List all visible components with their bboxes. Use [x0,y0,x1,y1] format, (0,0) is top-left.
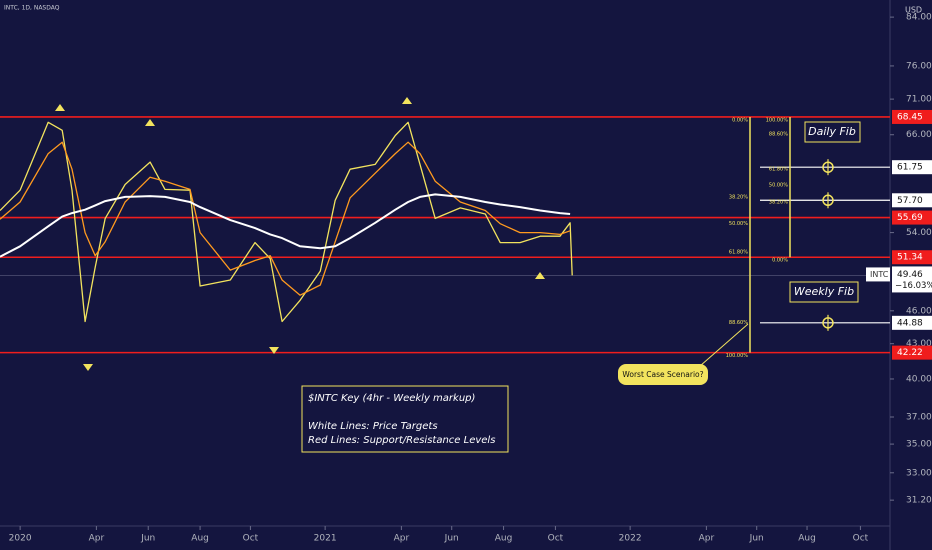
fib-label: 0.00% [732,117,748,123]
level-price-label: 57.70 [897,196,923,206]
pivot-low [83,364,93,371]
fib-label: 61.80% [729,249,748,255]
x-tick-label: Apr [394,534,410,544]
y-tick-label: 37.00 [906,412,932,422]
last-price-box [892,266,932,293]
x-tick-label: Apr [699,534,715,544]
level-price-label: 55.69 [897,213,923,223]
currency: USD [905,6,922,15]
x-tick-label: Oct [853,534,869,544]
key-line: Red Lines: Support/Resistance Levels [308,435,495,446]
price-change: −16.03% [895,281,932,291]
y-tick-label: 31.20 [906,496,932,506]
pivot-markers [55,97,545,371]
fib-label: 88.60% [769,132,788,138]
plot-area [0,116,890,354]
callout-pointer [699,323,749,367]
x-tick-label: Aug [495,534,513,544]
price-line [0,121,573,323]
symbol-header: INTC, 1D, NASDAQ [4,5,60,12]
level-price-box [892,315,932,330]
callout-text: Worst Case Scenario? [622,370,703,379]
pivot-high [402,97,412,104]
fib-label: 50.00% [769,183,788,189]
key-line: White Lines: Price Targets [308,421,438,432]
level-price-label: 44.88 [897,318,923,328]
y-tick-label: 66.00 [906,130,932,140]
level-price-box [892,109,932,124]
x-tick-label: Apr [89,534,105,544]
fib-label: 100.00% [766,117,788,123]
fib-label: 0.00% [772,258,788,264]
x-tick-label: Jun [140,534,155,544]
x-tick-label: 2021 [314,534,337,544]
level-price-label: 42.22 [897,348,923,358]
last-price: 49.46 [897,270,923,280]
y-tick-label: 54.00 [906,228,932,238]
y-tick-label: 71.00 [906,95,932,105]
x-tick-label: Aug [798,534,816,544]
pivot-high [55,104,65,111]
level-price-label: 68.45 [897,112,923,122]
key-box [301,385,509,453]
level-price-box [892,160,932,175]
x-tick-label: Oct [243,534,259,544]
level-price-label: 61.75 [897,163,923,173]
y-tick-label: 84.00 [906,13,932,23]
y-tick-label: 43.00 [906,339,932,349]
y-tick-label: 40.00 [906,374,932,384]
x-tick-label: Jun [749,534,764,544]
x-tick-label: 2022 [619,534,642,544]
pivot-high [145,119,155,126]
fib-label: 38.20% [769,199,788,205]
fib-label: 100.00% [726,353,748,359]
fib-title: Weekly Fib [794,285,854,298]
moving-average [0,193,571,258]
symbol-label: INTC [870,270,889,279]
x-tick-label: 2020 [9,534,32,544]
level-price-box [892,210,932,225]
fib-title-box [789,281,859,303]
fib-label: 61.80% [769,166,788,172]
y-tick-label: 33.00 [906,468,932,478]
fib-label: 88.60% [729,320,748,326]
y-tick-label: 76.00 [906,61,932,71]
fib-title-box [804,121,861,143]
pivot-low [535,272,545,279]
level-price-box [892,193,932,208]
fib-label: 38.20% [729,195,748,201]
y-tick-label: 46.00 [906,306,932,316]
pivot-low [269,347,279,354]
level-price-box [892,250,932,265]
callout-box [618,364,708,385]
fib-title: Daily Fib [808,125,856,138]
fib-label: 50.00% [729,221,748,227]
moving-average [0,141,571,296]
x-tick-label: Aug [191,534,209,544]
key-title: $INTC Key (4hr - Weekly markup) [308,393,475,404]
x-tick-label: Jun [444,534,459,544]
level-price-label: 51.34 [897,253,923,263]
level-price-box [892,345,932,360]
y-tick-label: 35.00 [906,440,932,450]
x-tick-label: Oct [548,534,564,544]
symbol-box [866,267,890,282]
